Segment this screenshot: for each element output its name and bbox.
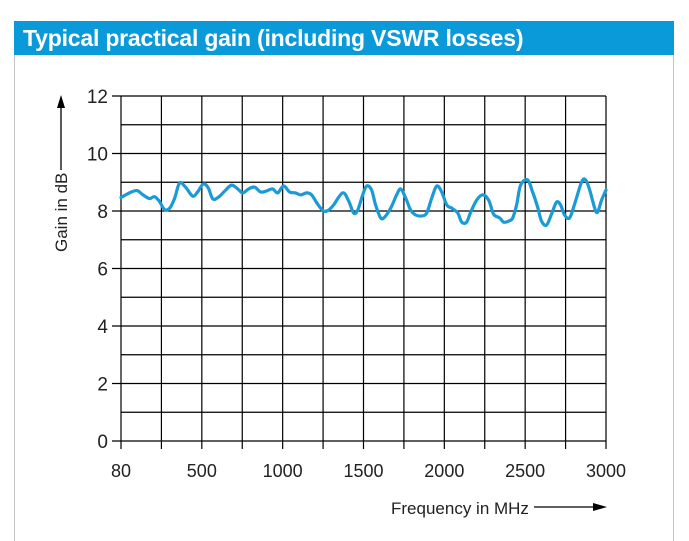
x-tick-label: 2000 xyxy=(424,461,464,481)
x-tick-label: 80 xyxy=(111,461,131,481)
chart-frame xyxy=(14,21,674,541)
y-axis-title: Gain in dB xyxy=(52,95,71,252)
y-tick-labels: 0 2 4 6 8 10 12 xyxy=(87,87,109,453)
x-tick-label: 1000 xyxy=(263,461,303,481)
y-tick-label: 4 xyxy=(97,317,108,338)
gain-series-line xyxy=(119,177,608,227)
y-tick-label: 10 xyxy=(87,145,108,166)
grid xyxy=(112,95,607,449)
y-tick-label: 8 xyxy=(97,202,108,223)
y-axis-arrow-head xyxy=(57,95,65,108)
y-axis-label: Gain in dB xyxy=(52,173,71,252)
x-axis-arrow-head xyxy=(593,503,607,511)
x-tick-labels: 80 500 1000 1500 2000 2500 3000 xyxy=(111,461,626,481)
x-tick-label: 2500 xyxy=(505,461,545,481)
x-tick-label: 500 xyxy=(187,461,217,481)
y-tick-label: 0 xyxy=(97,432,108,453)
y-tick-label: 6 xyxy=(97,260,108,281)
y-tick-label: 2 xyxy=(97,375,108,396)
x-axis-label: Frequency in MHz xyxy=(391,499,529,518)
y-tick-label: 12 xyxy=(87,87,108,108)
x-tick-label: 1500 xyxy=(343,461,383,481)
chart-title: Typical practical gain (including VSWR l… xyxy=(14,21,674,55)
x-tick-label: 3000 xyxy=(586,461,626,481)
x-axis-title: Frequency in MHz xyxy=(391,499,607,518)
